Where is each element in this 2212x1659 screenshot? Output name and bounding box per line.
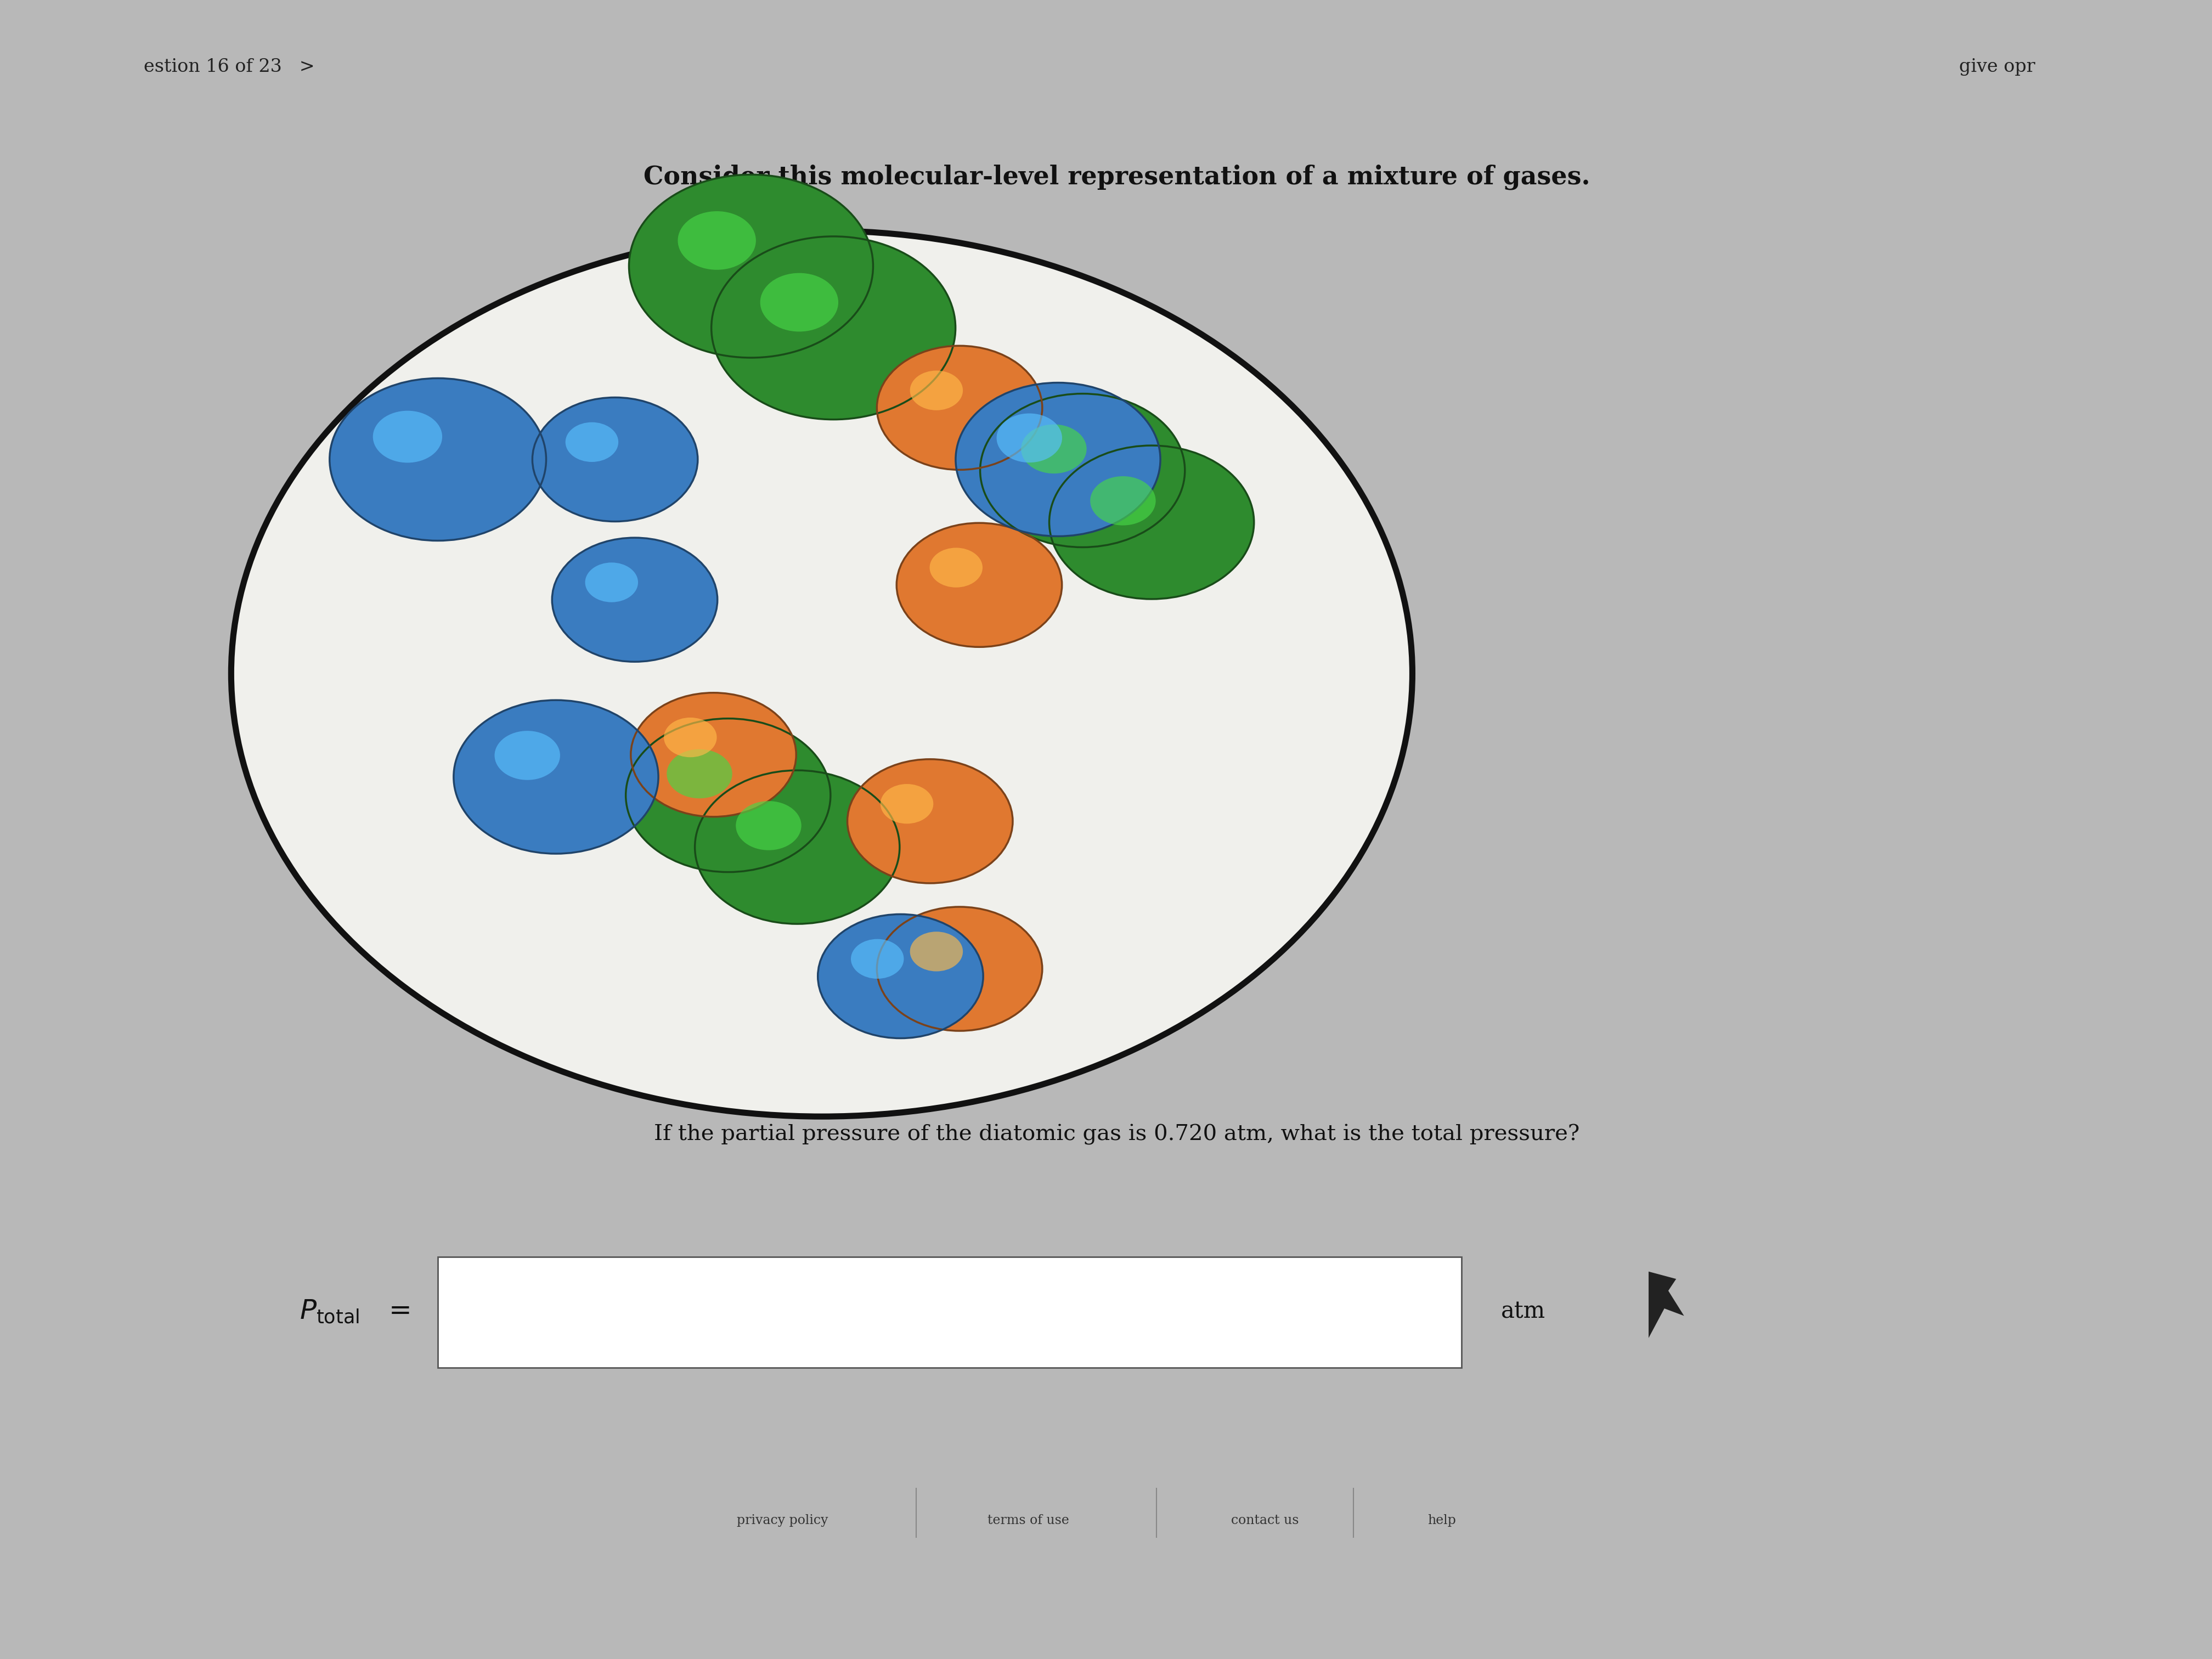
Text: If the partial pressure of the diatomic gas is 0.720 atm, what is the total pres: If the partial pressure of the diatomic … — [655, 1123, 1579, 1145]
Circle shape — [880, 785, 933, 823]
Circle shape — [1022, 425, 1086, 473]
Text: atm: atm — [1502, 1301, 1546, 1322]
Text: contact us: contact us — [1230, 1515, 1298, 1526]
Circle shape — [909, 932, 962, 971]
Circle shape — [586, 562, 637, 602]
Circle shape — [232, 231, 1411, 1117]
Text: =: = — [389, 1297, 411, 1326]
Circle shape — [330, 378, 546, 541]
Circle shape — [628, 174, 874, 358]
Circle shape — [929, 547, 982, 587]
Circle shape — [896, 523, 1062, 647]
Circle shape — [677, 211, 757, 270]
Circle shape — [980, 393, 1186, 547]
Circle shape — [666, 750, 732, 798]
Text: Consider this molecular-level representation of a mixture of gases.: Consider this molecular-level representa… — [644, 164, 1590, 189]
Circle shape — [1048, 446, 1254, 599]
Circle shape — [566, 423, 619, 461]
Circle shape — [818, 914, 982, 1039]
Circle shape — [664, 718, 717, 757]
Circle shape — [737, 801, 801, 849]
Circle shape — [847, 760, 1013, 883]
Circle shape — [956, 383, 1161, 536]
Circle shape — [712, 236, 956, 420]
Circle shape — [761, 274, 838, 332]
Text: $P_{\rm total}$: $P_{\rm total}$ — [299, 1297, 358, 1326]
Circle shape — [876, 345, 1042, 469]
Polygon shape — [1648, 1271, 1683, 1337]
Circle shape — [1091, 476, 1155, 526]
Circle shape — [495, 732, 560, 780]
Circle shape — [626, 718, 830, 873]
Circle shape — [695, 770, 900, 924]
Text: give opr: give opr — [1960, 58, 2035, 76]
Text: privacy policy: privacy policy — [737, 1515, 827, 1526]
Circle shape — [553, 538, 717, 662]
Bar — [438, 1258, 1462, 1367]
Text: terms of use: terms of use — [987, 1515, 1068, 1526]
Circle shape — [533, 398, 697, 521]
Text: estion 16 of 23   >: estion 16 of 23 > — [144, 58, 314, 76]
Circle shape — [374, 411, 442, 463]
Circle shape — [630, 693, 796, 816]
Circle shape — [998, 413, 1062, 463]
Circle shape — [852, 939, 905, 979]
Circle shape — [876, 907, 1042, 1030]
Text: help: help — [1427, 1515, 1455, 1526]
Circle shape — [909, 370, 962, 410]
Circle shape — [453, 700, 659, 854]
